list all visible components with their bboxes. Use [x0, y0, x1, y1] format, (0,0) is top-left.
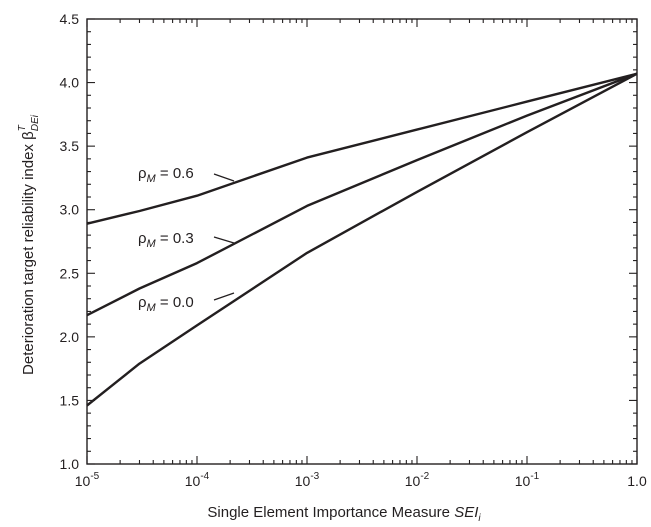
series-labels: ρM = 0.6ρM = 0.3ρM = 0.0 [138, 165, 235, 314]
series-label-symbol: ρ [138, 165, 147, 182]
series-label-symbol: ρ [138, 294, 147, 311]
x-tick-label-exponent: -5 [90, 471, 99, 482]
y-axis-title: Deterioration target reliability index β… [17, 114, 41, 375]
x-tick-label: 1.0 [627, 473, 647, 489]
series-label-2: ρM = 0.0 [138, 294, 194, 314]
axis-ticks: 1.01.52.02.53.03.54.04.510-5 10-4 10-3 10-2… [60, 11, 647, 489]
x-tick-label-base: 10 [515, 473, 531, 489]
x-axis-title-sub: i [478, 513, 481, 524]
x-axis-title: Single Element Importance Measure SEIi [207, 504, 481, 524]
x-tick-label: 10-3 [295, 471, 320, 489]
x-tick-label-exponent: -4 [200, 471, 209, 482]
series-line-1 [86, 72, 638, 317]
x-tick-label-base: 10 [185, 473, 201, 489]
series-line-2 [86, 72, 638, 407]
y-tick-label: 3.0 [60, 202, 80, 218]
series-label-subscript: M [147, 173, 157, 185]
y-tick-label: 1.0 [60, 456, 80, 472]
y-tick-label: 2.5 [60, 265, 80, 281]
y-axis-title-sup: T [17, 124, 28, 131]
plot-frame [86, 18, 638, 465]
x-tick-label-exponent: -2 [420, 471, 429, 482]
y-tick-label: 1.5 [60, 392, 80, 408]
series-label-value: = 0.6 [156, 165, 194, 182]
y-axis-title-main: Deterioration target reliability index β [20, 131, 37, 375]
x-tick-label: 10-4 [185, 471, 210, 489]
series-label-1: ρM = 0.3 [138, 230, 194, 250]
y-tick-label: 3.5 [60, 138, 80, 154]
y-tick-label: 2.0 [60, 329, 80, 345]
series-label-0: ρM = 0.6 [138, 165, 194, 185]
x-tick-label-base: 10 [75, 473, 91, 489]
x-axis-title-italic: SEI [454, 504, 478, 521]
series-line-0 [86, 72, 638, 225]
y-tick-label: 4.0 [60, 75, 80, 91]
x-tick-label-base: 10 [295, 473, 311, 489]
series-label-leader-line [213, 292, 235, 301]
x-tick-label: 10-5 [75, 471, 100, 489]
x-axis-title-main: Single Element Importance Measure [207, 504, 454, 521]
x-tick-label: 10-1 [515, 471, 540, 489]
x-tick-label-base: 10 [405, 473, 421, 489]
series-label-value: = 0.3 [156, 230, 194, 247]
x-tick-label-exponent: -3 [310, 471, 319, 482]
x-tick-label: 10-2 [405, 471, 430, 489]
series-lines [86, 72, 638, 407]
series-label-subscript: M [147, 302, 157, 314]
series-label-symbol: ρ [138, 230, 147, 247]
series-label-leader-line [213, 173, 235, 182]
series-label-value: = 0.0 [156, 294, 194, 311]
plot-area-border [86, 18, 638, 465]
y-axis-title-sub: DEi [30, 114, 41, 131]
series-label-subscript: M [147, 238, 157, 250]
y-tick-label: 4.5 [60, 11, 80, 27]
series-label-leader-line [213, 236, 235, 244]
x-tick-label-exponent: -1 [530, 471, 539, 482]
x-tick-label-base: 1.0 [627, 473, 647, 489]
